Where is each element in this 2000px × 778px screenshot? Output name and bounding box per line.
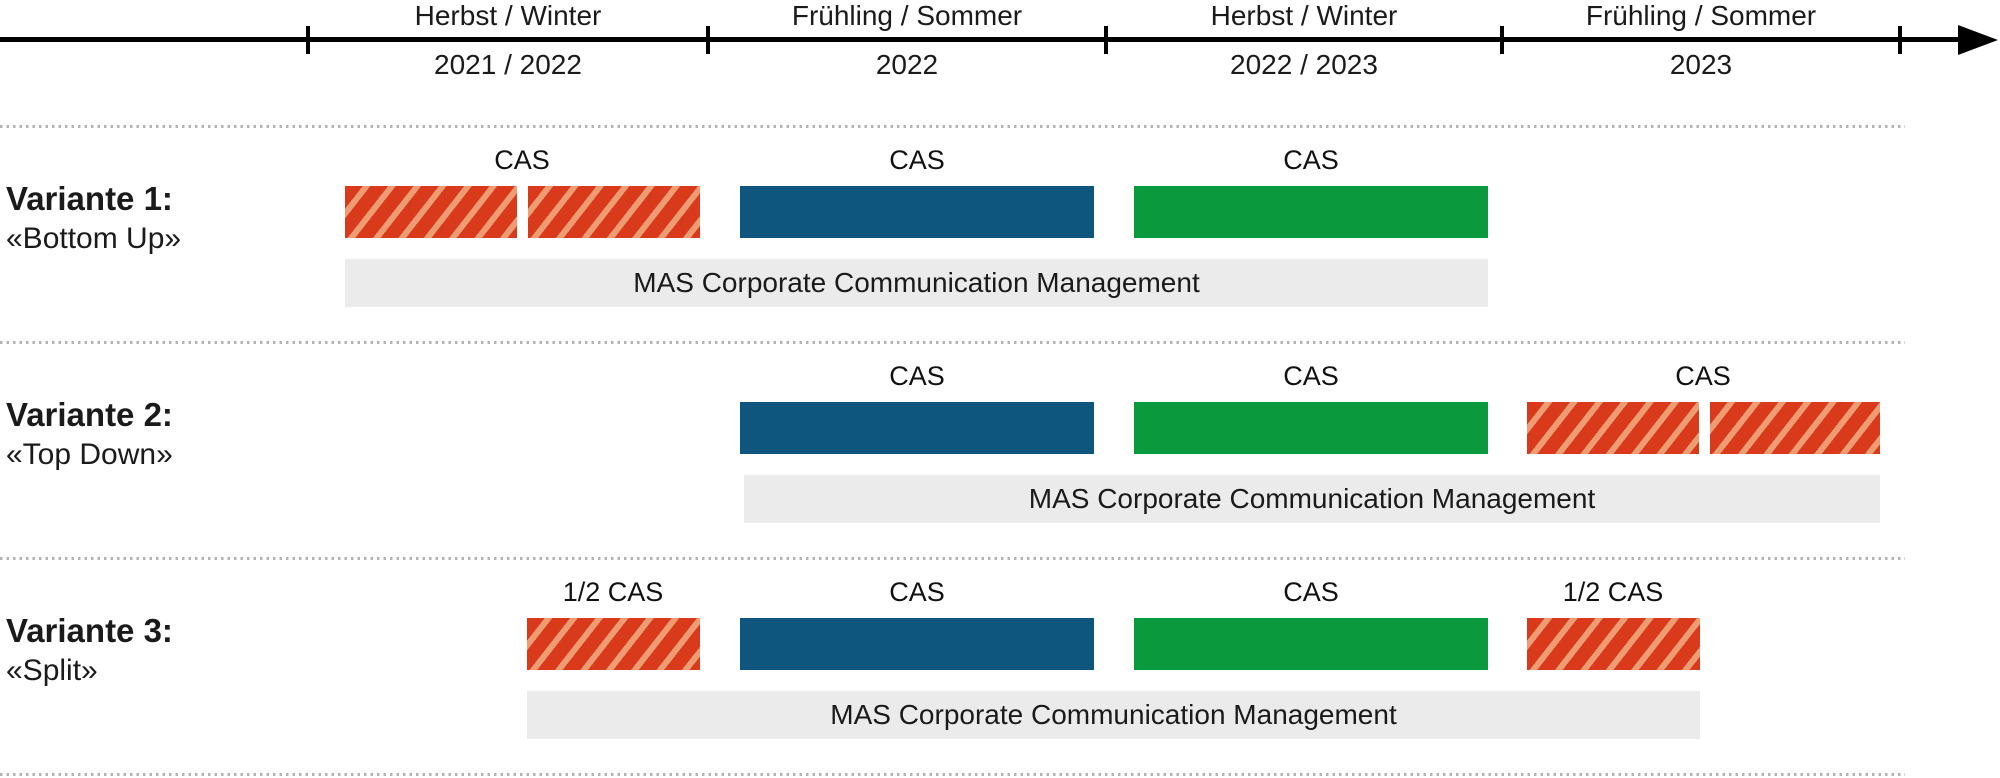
cas-bar-hatched-half bbox=[527, 618, 700, 670]
timeline-year-label: 2022 bbox=[875, 49, 939, 80]
timeline-year-label: 2021 / 2022 bbox=[434, 49, 582, 80]
cas-label: CAS bbox=[1283, 145, 1339, 175]
row-separator bbox=[0, 557, 1905, 560]
variant-1-title: Variante 1: bbox=[6, 180, 173, 217]
cas-label: 1/2 CAS bbox=[562, 577, 664, 607]
mas-bar: MAS Corporate Communication Management bbox=[527, 691, 1700, 739]
cas-bar-hatched bbox=[1710, 402, 1880, 454]
variant-2-title: Variante 2: bbox=[6, 396, 173, 433]
timeline-tick bbox=[706, 26, 710, 54]
cas-label: CAS bbox=[1675, 361, 1731, 391]
timeline-year-label: 2022 / 2023 bbox=[1230, 49, 1378, 80]
row-separator bbox=[0, 125, 1905, 128]
cas-bar-hatched bbox=[1527, 402, 1699, 454]
timeline-tick bbox=[1500, 26, 1504, 54]
cas-bar-blue bbox=[740, 618, 1094, 670]
cas-label: CAS bbox=[1283, 577, 1339, 607]
variant-3-subtitle: «Split» bbox=[6, 654, 98, 687]
cas-bar-hatched bbox=[528, 186, 700, 238]
timeline-season-label: Herbst / Winter bbox=[1210, 0, 1398, 31]
mas-bar: MAS Corporate Communication Management bbox=[744, 475, 1880, 523]
variant-1-subtitle: «Bottom Up» bbox=[6, 222, 182, 255]
cas-bar-hatched bbox=[345, 186, 517, 238]
row-separator bbox=[0, 341, 1905, 344]
cas-label: CAS bbox=[889, 361, 945, 391]
cas-bar-green bbox=[1134, 186, 1488, 238]
timeline-season-label: Frühling / Sommer bbox=[791, 0, 1023, 31]
timeline-tick bbox=[1898, 26, 1902, 54]
mas-bar-label: MAS Corporate Communication Management bbox=[830, 699, 1397, 730]
row-separator bbox=[0, 773, 1905, 776]
timeline-tick bbox=[1104, 26, 1108, 54]
cas-bar-green bbox=[1134, 402, 1488, 454]
timeline-arrow-icon bbox=[1958, 25, 1998, 55]
cas-label: CAS bbox=[494, 145, 550, 175]
mas-bar: MAS Corporate Communication Management bbox=[345, 259, 1488, 307]
mas-bar-label: MAS Corporate Communication Management bbox=[633, 267, 1200, 298]
cas-bar-green bbox=[1134, 618, 1488, 670]
variant-3-title: Variante 3: bbox=[6, 612, 173, 649]
cas-label: 1/2 CAS bbox=[1562, 577, 1664, 607]
cas-bar-hatched-half bbox=[1527, 618, 1700, 670]
cas-bar-blue bbox=[740, 186, 1094, 238]
cas-label: CAS bbox=[889, 577, 945, 607]
timeline-axis-line bbox=[0, 37, 1964, 42]
variant-2-subtitle: «Top Down» bbox=[6, 438, 173, 471]
cas-bar-blue bbox=[740, 402, 1094, 454]
timeline-tick bbox=[306, 26, 310, 54]
cas-label: CAS bbox=[1283, 361, 1339, 391]
timeline-season-label: Frühling / Sommer bbox=[1585, 0, 1817, 31]
mas-bar-label: MAS Corporate Communication Management bbox=[1028, 483, 1596, 514]
timeline-season-label: Herbst / Winter bbox=[414, 0, 602, 31]
timeline-year-label: 2023 bbox=[1669, 49, 1733, 80]
cas-label: CAS bbox=[889, 145, 945, 175]
